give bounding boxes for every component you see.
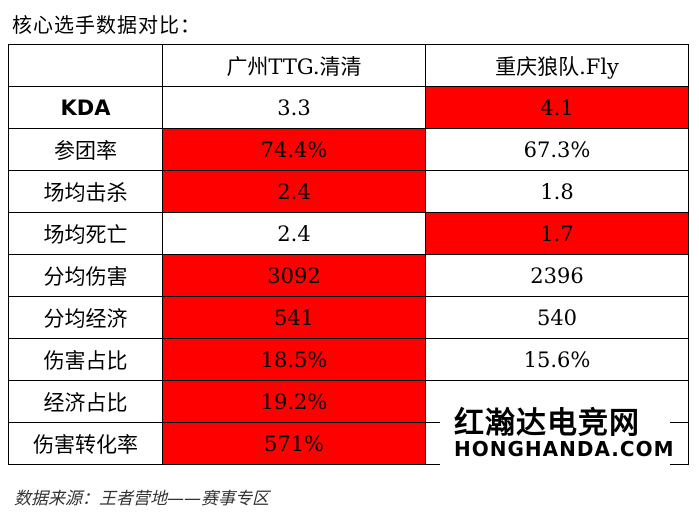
watermark-en-text: HONGHANDA.COM <box>454 437 675 461</box>
row-label: 伤害转化率 <box>8 422 163 465</box>
left-player-value: 3.3 <box>162 86 426 129</box>
table-row: 伤害占比 18.5% 15.6% <box>8 338 689 381</box>
header-player-left: 广州TTG.清清 <box>162 44 426 87</box>
left-player-value: 3092 <box>162 254 426 297</box>
watermark-logo: 红瀚达电竞网 HONGHANDA.COM <box>440 390 673 468</box>
table-row: 场均死亡 2.4 1.7 <box>8 212 689 255</box>
row-label: KDA <box>8 86 163 129</box>
left-player-value: 571% <box>162 422 426 465</box>
table-row: 参团率 74.4% 67.3% <box>8 128 689 171</box>
row-label: 伤害占比 <box>8 338 163 381</box>
left-player-value: 18.5% <box>162 338 426 381</box>
header-corner <box>8 44 163 87</box>
row-label: 分均经济 <box>8 296 163 339</box>
right-player-value: 15.6% <box>425 338 689 381</box>
left-player-value: 541 <box>162 296 426 339</box>
right-player-value: 4.1 <box>425 86 689 129</box>
right-player-value: 67.3% <box>425 128 689 171</box>
row-label: 场均击杀 <box>8 170 163 213</box>
table-row: KDA 3.3 4.1 <box>8 86 689 129</box>
right-player-value: 540 <box>425 296 689 339</box>
right-player-value: 1.8 <box>425 170 689 213</box>
right-player-value: 1.7 <box>425 212 689 255</box>
right-player-value: 2396 <box>425 254 689 297</box>
left-player-value: 19.2% <box>162 380 426 423</box>
player-comparison-table: 广州TTG.清清 重庆狼队.Fly KDA 3.3 4.1 参团率 74.4% 67.3%… <box>8 44 689 465</box>
row-label: 场均死亡 <box>8 212 163 255</box>
table-row: 分均经济 541 540 <box>8 296 689 339</box>
page-title: 核心选手数据对比： <box>12 13 201 37</box>
row-label: 参团率 <box>8 128 163 171</box>
left-player-value: 2.4 <box>162 212 426 255</box>
data-source-note: 数据来源：王者营地——赛事专区 <box>14 489 269 509</box>
watermark-cn-text: 红瀚达电竞网 <box>454 406 640 441</box>
table-row: 场均击杀 2.4 1.8 <box>8 170 689 213</box>
header-player-right: 重庆狼队.Fly <box>425 44 689 87</box>
table-header-row: 广州TTG.清清 重庆狼队.Fly <box>8 44 689 87</box>
row-label: 分均伤害 <box>8 254 163 297</box>
left-player-value: 2.4 <box>162 170 426 213</box>
table-row: 分均伤害 3092 2396 <box>8 254 689 297</box>
left-player-value: 74.4% <box>162 128 426 171</box>
row-label: 经济占比 <box>8 380 163 423</box>
